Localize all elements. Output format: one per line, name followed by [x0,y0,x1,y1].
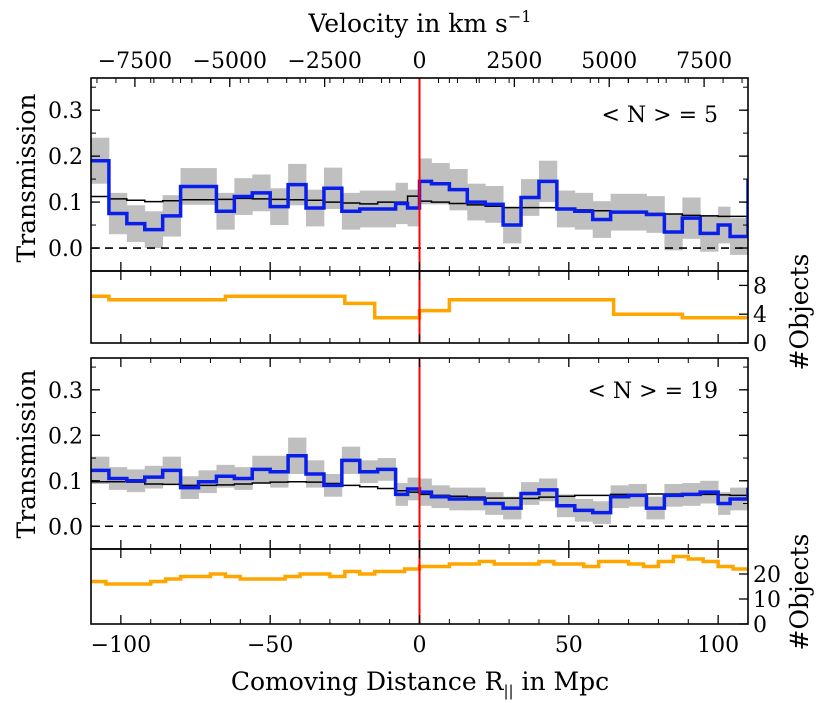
bottom-axis-title: Comoving Distance R|| in Mpc [231,667,609,700]
panel-2-annotation: < N > = 19 [587,379,718,404]
y-tick-label: 0.3 [48,379,83,404]
top-tick-label: −5000 [193,49,267,74]
panel-2-ylabel: Transmission [12,370,41,539]
panel-1-transmission-plot: 0.0 0.1 0.2 0.3 [48,77,749,272]
bottom-axis-ticks: −100 −50 0 50 100 [90,78,749,658]
panel-1-ylabel: Transmission [12,94,41,263]
top-tick-label: 2500 [486,49,542,74]
counts-y-tick-label: 0 [753,332,767,357]
top-axis-title: Velocity in km s−1 [308,7,532,38]
counts-y-tick-label: 20 [753,563,781,588]
y-tick-label: 0.1 [48,191,83,216]
observed-transmission-line [91,158,748,239]
x-tick-label: 50 [555,633,583,658]
x-tick-label: 100 [697,633,739,658]
x-tick-label: 0 [413,633,427,658]
panel-1-counts-ylabel: #Objects [785,254,814,371]
top-tick-label: −2500 [287,49,361,74]
y-tick-label: 0.2 [48,424,83,449]
y-tick-label: 0.0 [48,237,83,262]
counts-y-tick-label: 10 [753,588,781,613]
counts-plot-area [91,554,748,586]
panel-1-counts-plot: 0 4 8 [90,270,767,357]
x-tick-label: −50 [247,633,293,658]
top-tick-label: 5000 [581,49,637,74]
counts-y-tick-label: 8 [753,274,767,299]
top-tick-label: −7500 [98,49,172,74]
top-tick-label: 7500 [676,49,732,74]
object-count-line [91,554,748,586]
x-tick-label: −100 [91,633,151,658]
counts-y-tick-label: 4 [753,303,767,328]
panel-2-transmission-plot: 0.0 0.1 0.2 0.3 [48,357,749,550]
top-axis-ticks: −7500 −5000 −2500 0 2500 5000 7500 [96,49,743,87]
y-tick-label: 0.1 [48,470,83,495]
panel-2-counts-ylabel: #Objects [785,534,814,651]
panel-1-annotation: < N > = 5 [601,103,718,128]
y-tick-label: 0.2 [48,145,83,170]
counts-y-tick-label: 0 [753,613,767,638]
y-tick-label: 0.0 [48,515,83,540]
top-tick-label: 0 [413,49,427,74]
y-tick-label: 0.3 [48,99,83,124]
